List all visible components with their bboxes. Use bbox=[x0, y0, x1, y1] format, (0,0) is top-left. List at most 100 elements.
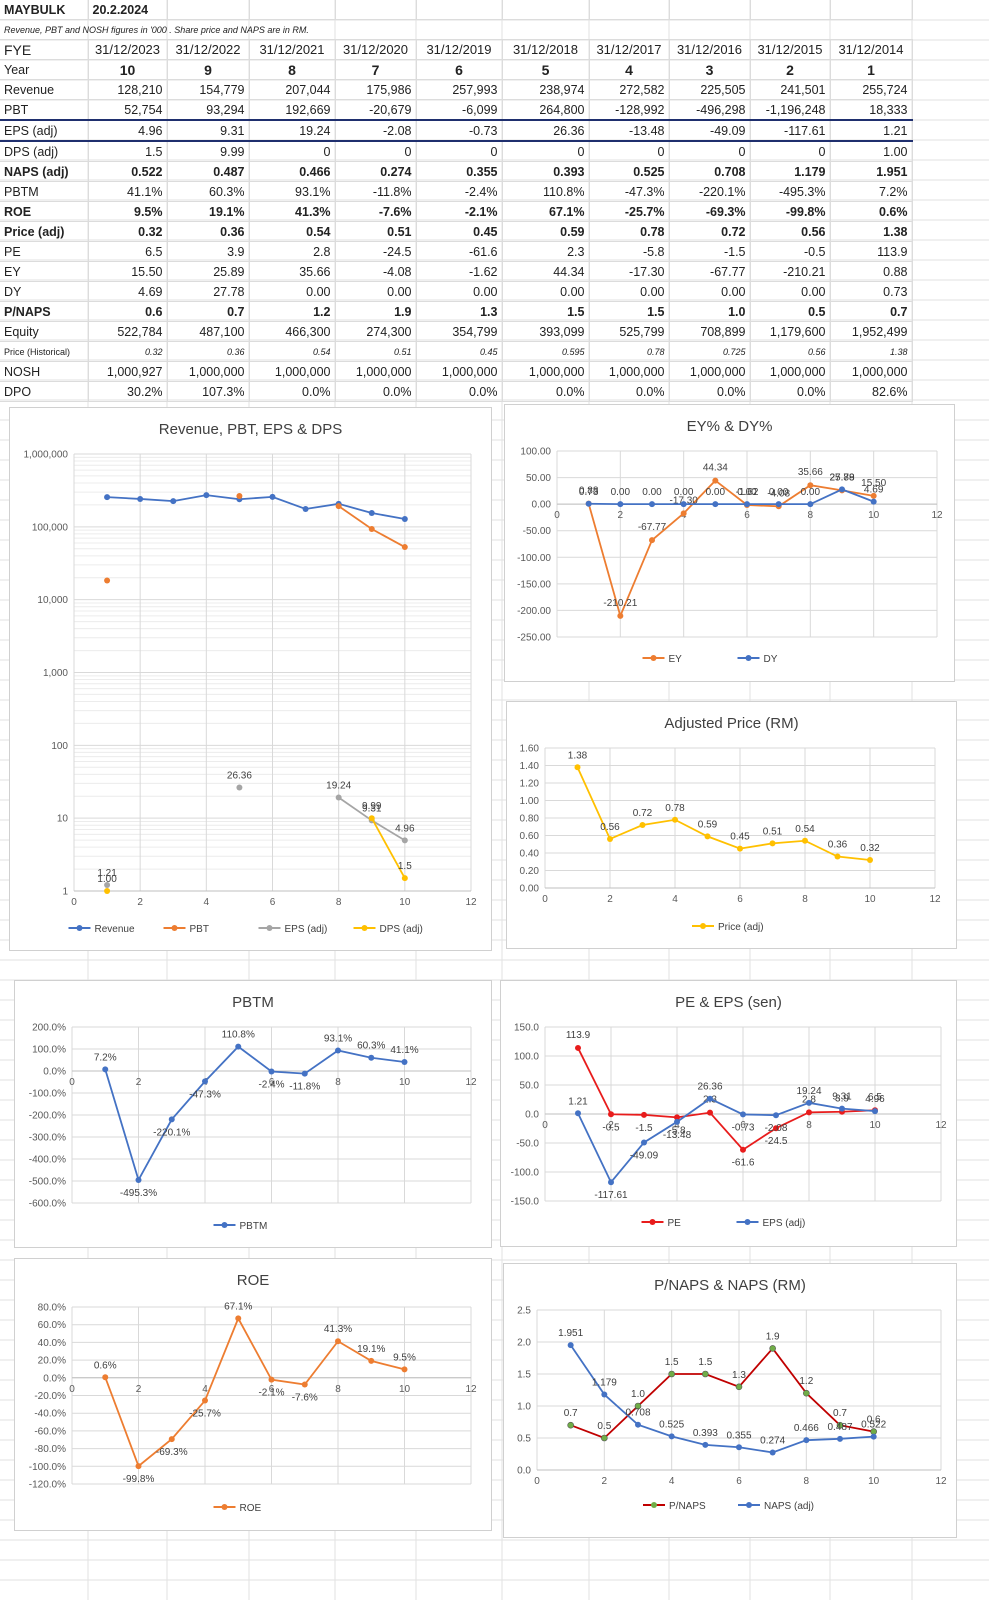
table-cell[interactable]: 0.725 bbox=[669, 341, 751, 362]
table-cell[interactable]: 1.21 bbox=[830, 120, 913, 142]
table-cell[interactable]: 8 bbox=[249, 59, 336, 80]
row-label[interactable]: DPS (adj) bbox=[0, 141, 89, 162]
table-cell[interactable]: 1,952,499 bbox=[830, 321, 913, 342]
row-label[interactable]: EPS (adj) bbox=[0, 120, 89, 142]
fye-cell[interactable]: 31/12/2015 bbox=[750, 39, 831, 60]
table-cell[interactable]: 0.7 bbox=[830, 301, 913, 322]
table-cell[interactable]: 0.73 bbox=[830, 281, 913, 302]
row-label[interactable]: Equity bbox=[0, 321, 89, 342]
table-cell[interactable]: 0.525 bbox=[589, 161, 670, 182]
table-cell[interactable]: 0.32 bbox=[88, 221, 168, 242]
table-cell[interactable]: 1,000,000 bbox=[249, 361, 336, 382]
row-label[interactable]: ROE bbox=[0, 201, 89, 222]
table-cell[interactable]: -7.6% bbox=[335, 201, 417, 222]
table-cell[interactable]: 2.3 bbox=[502, 241, 590, 262]
table-cell[interactable]: 0.00 bbox=[416, 281, 503, 302]
table-cell[interactable]: 0.00 bbox=[750, 281, 831, 302]
table-cell[interactable]: 1,000,000 bbox=[750, 361, 831, 382]
table-cell[interactable]: -1,196,248 bbox=[750, 99, 831, 121]
row-label[interactable]: P/NAPS bbox=[0, 301, 89, 322]
table-cell[interactable]: 19.1% bbox=[167, 201, 250, 222]
table-cell[interactable]: 274,300 bbox=[335, 321, 417, 342]
note-cell[interactable]: Revenue, PBT and NOSH figures in '000 . … bbox=[0, 19, 912, 40]
table-cell[interactable]: 6 bbox=[416, 59, 503, 80]
fye-cell[interactable]: 31/12/2018 bbox=[502, 39, 590, 60]
row-label[interactable]: DY bbox=[0, 281, 89, 302]
table-cell[interactable]: 264,800 bbox=[502, 99, 590, 121]
table-cell[interactable]: -1.5 bbox=[669, 241, 751, 262]
table-cell[interactable]: 9.99 bbox=[167, 141, 250, 162]
table-cell[interactable]: 0.708 bbox=[669, 161, 751, 182]
table-cell[interactable]: 0.274 bbox=[335, 161, 417, 182]
table-cell[interactable]: 0 bbox=[750, 141, 831, 162]
table-cell[interactable]: 0.00 bbox=[669, 281, 751, 302]
table-cell[interactable]: -99.8% bbox=[750, 201, 831, 222]
row-label[interactable]: PBTM bbox=[0, 181, 89, 202]
table-cell[interactable]: 0.5 bbox=[750, 301, 831, 322]
table-cell[interactable]: 2 bbox=[750, 59, 831, 80]
fye-cell[interactable]: 31/12/2020 bbox=[335, 39, 417, 60]
chart-pbtm[interactable]: PBTM 200.0% 100.0% 0.0% -100.0% -200.0% -300.0… bbox=[14, 980, 492, 1248]
table-cell[interactable]: 0.0% bbox=[416, 381, 503, 402]
table-cell[interactable]: 19.24 bbox=[249, 120, 336, 142]
table-cell[interactable]: 0.0% bbox=[589, 381, 670, 402]
table-cell[interactable]: 0.51 bbox=[335, 341, 417, 362]
row-label[interactable]: NAPS (adj) bbox=[0, 161, 89, 182]
table-cell[interactable]: 225,505 bbox=[669, 79, 751, 100]
table-cell[interactable]: 1.9 bbox=[335, 301, 417, 322]
table-cell[interactable]: 93.1% bbox=[249, 181, 336, 202]
table-cell[interactable]: -117.61 bbox=[750, 120, 831, 142]
table-cell[interactable]: 192,669 bbox=[249, 99, 336, 121]
table-cell[interactable]: 0 bbox=[335, 141, 417, 162]
table-cell[interactable]: -1.62 bbox=[416, 261, 503, 282]
table-cell[interactable]: 1,000,000 bbox=[167, 361, 250, 382]
table-cell[interactable]: 241,501 bbox=[750, 79, 831, 100]
table-cell[interactable]: 3.9 bbox=[167, 241, 250, 262]
table-cell[interactable]: 354,799 bbox=[416, 321, 503, 342]
table-cell[interactable]: -496,298 bbox=[669, 99, 751, 121]
table-cell[interactable]: 0.595 bbox=[502, 341, 590, 362]
table-cell[interactable]: 107.3% bbox=[167, 381, 250, 402]
table-cell[interactable]: 0.355 bbox=[416, 161, 503, 182]
table-cell[interactable]: 128,210 bbox=[88, 79, 168, 100]
table-cell[interactable]: 1.38 bbox=[830, 221, 913, 242]
table-cell[interactable]: -11.8% bbox=[335, 181, 417, 202]
row-label[interactable]: PE bbox=[0, 241, 89, 262]
table-cell[interactable]: 9.31 bbox=[167, 120, 250, 142]
row-label[interactable]: DPO bbox=[0, 381, 89, 402]
row-label[interactable]: PBT bbox=[0, 99, 89, 121]
chart-revenue-pbt-eps-dps[interactable]: Revenue, PBT, EPS & DPS 1 10 100 1,000 10,000… bbox=[9, 407, 492, 951]
table-cell[interactable]: 0.466 bbox=[249, 161, 336, 182]
date-cell[interactable]: 20.2.2024 bbox=[88, 0, 168, 20]
table-cell[interactable]: 1,000,000 bbox=[416, 361, 503, 382]
table-cell[interactable]: -220.1% bbox=[669, 181, 751, 202]
table-cell[interactable]: 1,000,000 bbox=[589, 361, 670, 382]
table-cell[interactable]: 0.6% bbox=[830, 201, 913, 222]
table-cell[interactable]: 27.78 bbox=[167, 281, 250, 302]
table-cell[interactable]: 26.36 bbox=[502, 120, 590, 142]
row-label[interactable]: NOSH bbox=[0, 361, 89, 382]
table-cell[interactable]: 4.96 bbox=[88, 120, 168, 142]
table-cell[interactable]: 9 bbox=[167, 59, 250, 80]
table-cell[interactable]: -5.8 bbox=[589, 241, 670, 262]
table-cell[interactable]: 2.8 bbox=[249, 241, 336, 262]
table-cell[interactable]: 1.5 bbox=[88, 141, 168, 162]
table-cell[interactable]: -4.08 bbox=[335, 261, 417, 282]
table-cell[interactable]: 1.00 bbox=[830, 141, 913, 162]
table-cell[interactable]: 0.0% bbox=[669, 381, 751, 402]
table-cell[interactable]: -2.1% bbox=[416, 201, 503, 222]
table-cell[interactable]: 4 bbox=[589, 59, 670, 80]
table-cell[interactable]: 1,000,927 bbox=[88, 361, 168, 382]
table-cell[interactable]: 0.56 bbox=[750, 221, 831, 242]
table-cell[interactable]: -13.48 bbox=[589, 120, 670, 142]
table-cell[interactable]: 238,974 bbox=[502, 79, 590, 100]
table-cell[interactable]: -2.4% bbox=[416, 181, 503, 202]
table-cell[interactable]: 110.8% bbox=[502, 181, 590, 202]
table-cell[interactable]: 0.88 bbox=[830, 261, 913, 282]
table-cell[interactable]: 4.69 bbox=[88, 281, 168, 302]
table-cell[interactable]: 1.2 bbox=[249, 301, 336, 322]
table-cell[interactable]: 6.5 bbox=[88, 241, 168, 262]
table-cell[interactable]: 1.38 bbox=[830, 341, 913, 362]
table-cell[interactable]: 1,179,600 bbox=[750, 321, 831, 342]
table-cell[interactable]: 0.56 bbox=[750, 341, 831, 362]
